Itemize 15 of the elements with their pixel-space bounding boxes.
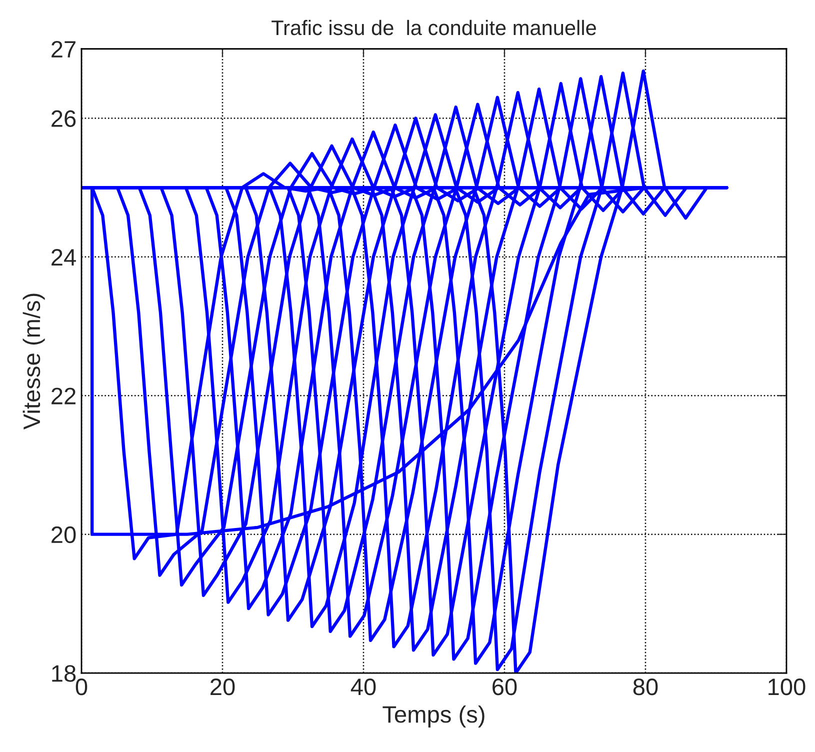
y-tick-label: 24 [52,249,76,266]
x-tick-label: 40 [350,678,376,696]
y-tick-label: 18 [52,665,76,682]
x-axis-title: Temps (s) [382,705,484,728]
x-tick-label: 60 [492,678,517,696]
y-tick-label: 22 [52,388,76,404]
x-tick-label: 100 [768,678,806,696]
y-axis-title: Vitesse (m/s) [22,294,45,430]
y-tick-label: 20 [52,526,76,544]
x-tick-label: 20 [210,678,235,696]
y-tick-label: 26 [52,110,76,128]
x-tick-label: 80 [633,678,658,696]
chart-title: Trafic issu de la conduite manuelle [272,20,596,36]
y-tick-label: 27 [52,40,76,58]
x-tick-label: 0 [76,678,88,696]
